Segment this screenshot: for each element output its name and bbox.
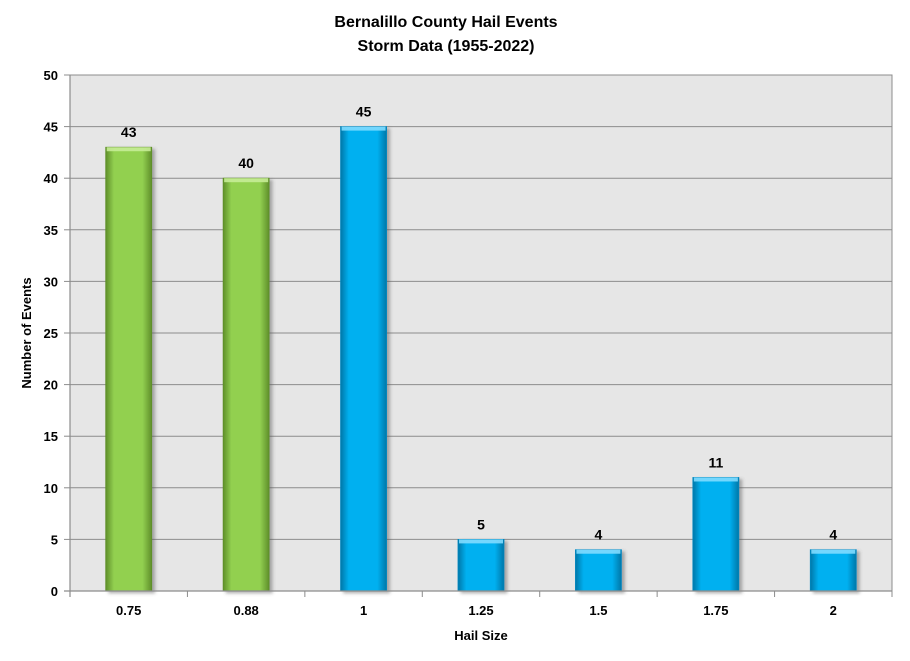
bar-1.5	[575, 549, 622, 592]
data-label: 5	[477, 516, 485, 532]
x-tick-label: 2	[830, 603, 837, 618]
bar	[575, 549, 622, 592]
x-tick-label: 1.5	[589, 603, 607, 618]
y-tick-label: 40	[44, 171, 58, 186]
x-tick-label: 1.75	[703, 603, 728, 618]
x-tick-label: 1.25	[468, 603, 493, 618]
x-tick-label: 0.88	[233, 603, 258, 618]
data-label: 45	[356, 104, 372, 120]
bar	[809, 549, 857, 592]
bar-top-highlight	[106, 147, 151, 152]
data-label: 40	[238, 155, 254, 171]
bars	[105, 126, 857, 592]
y-tick-label: 30	[44, 274, 58, 289]
y-axis-label: Number of Events	[19, 277, 34, 388]
bar-1.25	[457, 539, 505, 592]
axes	[64, 74, 893, 597]
bar-2	[809, 549, 857, 592]
bar-1.75	[692, 477, 740, 592]
x-axis-label: Hail Size	[454, 628, 507, 643]
bar-top-highlight	[576, 549, 621, 554]
y-tick-label: 10	[44, 481, 58, 496]
y-tick-label: 45	[44, 120, 58, 135]
chart-title: Bernalillo County Hail Events	[334, 14, 557, 31]
bar-top-highlight	[224, 178, 269, 183]
y-tick-label: 35	[44, 223, 58, 238]
y-tick-label: 15	[44, 429, 58, 444]
bar-top-highlight	[811, 549, 856, 554]
bar-1	[340, 126, 387, 592]
bar-top-highlight	[341, 126, 386, 131]
bar	[340, 126, 387, 592]
y-tick-label: 0	[51, 584, 58, 599]
y-tick-label: 25	[44, 326, 58, 341]
chart-subtitle: Storm Data (1955-2022)	[358, 38, 535, 55]
y-tick-label: 50	[44, 68, 58, 83]
data-label: 4	[595, 527, 603, 543]
bar-0.88	[222, 177, 270, 592]
data-label: 43	[121, 124, 137, 140]
bar	[692, 477, 740, 592]
bar-0.75	[105, 146, 153, 592]
bar	[457, 539, 505, 592]
data-label: 4	[829, 527, 837, 543]
data-label: 11	[708, 454, 723, 470]
y-tick-label: 20	[44, 378, 58, 393]
bar-top-highlight	[693, 477, 738, 482]
x-tick-label: 1	[360, 603, 367, 618]
x-tick-label: 0.75	[116, 603, 141, 618]
bar	[222, 177, 270, 592]
bar-top-highlight	[459, 539, 503, 544]
bar	[105, 146, 153, 592]
labels: 05101520253035404550430.75400.8845151.25…	[44, 68, 838, 618]
y-tick-label: 5	[51, 532, 58, 547]
